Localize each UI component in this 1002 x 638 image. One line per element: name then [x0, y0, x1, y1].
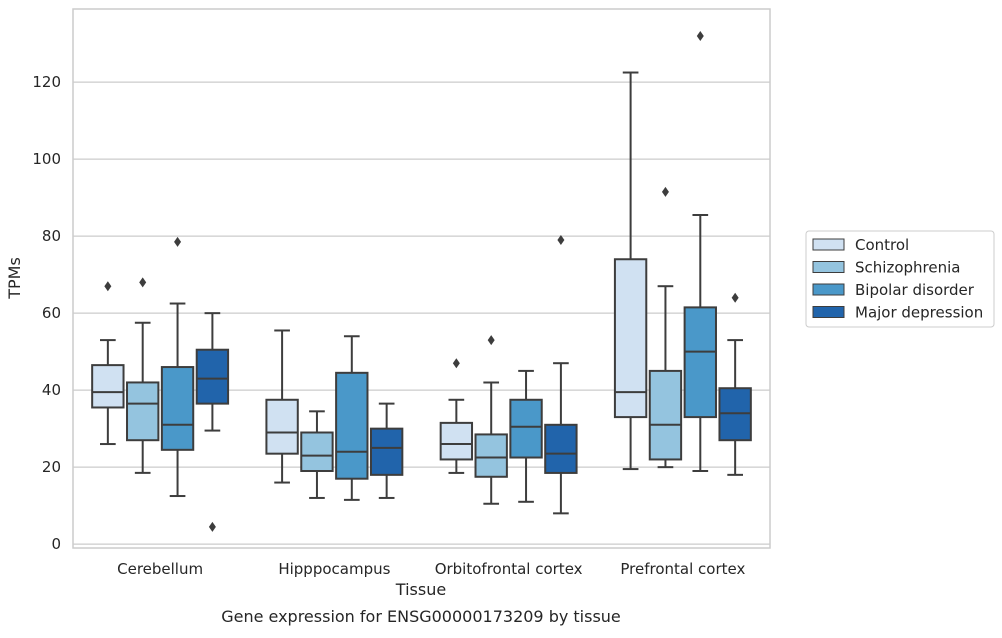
box-schizophrenia — [300, 410, 334, 499]
box-major-depression — [195, 312, 230, 532]
outlier-point — [139, 277, 147, 288]
iqr-box — [369, 427, 404, 476]
legend: Control Schizophrenia Bipolar disorder Majo… — [805, 230, 995, 328]
iqr-box — [648, 369, 683, 461]
iqr-box — [126, 381, 160, 442]
x-axis-label: Tissue — [395, 580, 446, 599]
plot-area — [91, 30, 752, 532]
box-bipolar-disorder — [160, 236, 195, 498]
box-control — [439, 358, 474, 474]
y-tick-label: 120 — [32, 73, 61, 91]
outlier-point — [487, 335, 495, 346]
iqr-box — [439, 421, 474, 461]
y-axis-label: TPMs — [5, 257, 24, 300]
y-tick-label: 20 — [42, 458, 61, 476]
y-tick-label: 80 — [42, 227, 61, 245]
box-major-depression — [369, 402, 404, 499]
legend-label: Bipolar disorder — [855, 281, 975, 299]
y-tick-label: 100 — [32, 150, 61, 168]
legend-swatch — [812, 261, 845, 273]
box-schizophrenia — [648, 186, 683, 469]
box-control — [613, 71, 648, 471]
y-tick-label: 60 — [42, 304, 61, 322]
legend-label: Control — [855, 236, 909, 254]
box-major-depression — [544, 235, 578, 515]
iqr-box — [195, 348, 230, 405]
x-tick-label: Prefrontal cortex — [620, 560, 745, 578]
iqr-box — [544, 423, 578, 474]
legend-swatch — [812, 238, 845, 251]
iqr-box — [160, 366, 195, 451]
y-tick-label: 0 — [51, 535, 61, 553]
iqr-box — [683, 306, 717, 419]
box-control — [265, 329, 299, 484]
box-bipolar-disorder — [683, 30, 717, 472]
x-tick-label: Orbitofrontal cortex — [435, 560, 583, 578]
legend-frame — [805, 230, 995, 328]
x-tick-label: Hipppocampus — [278, 560, 390, 578]
legend-label: Major depression — [855, 304, 983, 322]
outlier-point — [104, 281, 112, 292]
iqr-box — [474, 433, 508, 478]
outlier-point — [452, 358, 460, 369]
box-major-depression — [718, 292, 752, 476]
outlier-point — [661, 186, 669, 197]
box-schizophrenia — [474, 335, 508, 505]
plot-frame — [72, 8, 771, 549]
outlier-point — [696, 30, 704, 41]
outlier-point — [731, 292, 739, 303]
legend-label: Schizophrenia — [855, 259, 960, 277]
x-tick-label: Cerebellum — [117, 560, 203, 578]
box-control — [91, 281, 125, 446]
legend-swatch — [812, 283, 845, 296]
outlier-point — [174, 236, 182, 247]
outlier-point — [557, 235, 565, 245]
axes: 0 20 40 60 80 100 120 Cerebellum Hipppocampus Orb… — [32, 8, 771, 578]
legend-swatch — [812, 306, 845, 318]
iqr-box — [613, 258, 648, 419]
box-bipolar-disorder — [509, 369, 543, 503]
y-tick-label: 40 — [42, 381, 61, 399]
figure-caption: Gene expression for ENSG00000173209 by t… — [221, 607, 621, 626]
box-schizophrenia — [126, 277, 160, 474]
iqr-box — [91, 364, 125, 409]
iqr-box — [265, 398, 299, 455]
iqr-box — [300, 431, 334, 472]
iqr-box — [335, 371, 369, 480]
iqr-box — [509, 398, 543, 459]
box-bipolar-disorder — [335, 335, 369, 501]
outlier-point — [208, 521, 216, 532]
